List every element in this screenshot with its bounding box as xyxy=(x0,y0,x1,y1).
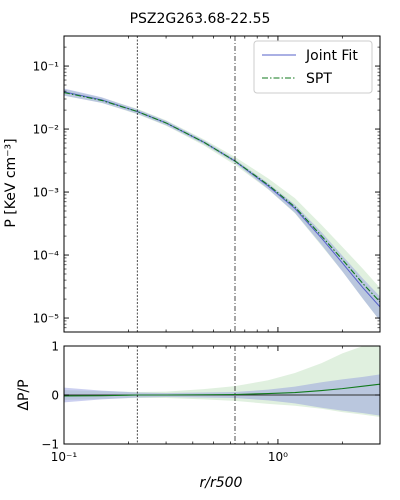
top-joint-band xyxy=(64,88,380,321)
x-tick-label-0: 10⁻¹ xyxy=(51,450,78,464)
legend-joint-label: Joint Fit xyxy=(305,48,358,64)
top-spt-band xyxy=(64,89,380,321)
top-plot-area xyxy=(64,36,380,332)
legend: Joint Fit SPT xyxy=(253,40,373,94)
bottom-y-tick-label-0: −1 xyxy=(41,438,59,452)
top-y-axis-label: P [KeV cm⁻³] xyxy=(3,138,19,227)
top-frame xyxy=(63,35,381,333)
top-spt-line xyxy=(64,91,380,303)
bottom-y-tick-label-1: 0 xyxy=(51,389,59,403)
bottom-y-tick-label-2: 1 xyxy=(51,340,59,354)
bottom-panel: −1 0 1 10⁻¹ 10⁰ xyxy=(41,340,381,464)
bottom-plot-area xyxy=(64,346,380,444)
x-tick-label-1: 10⁰ xyxy=(268,450,288,464)
bottom-y-axis-label: ΔP/P xyxy=(16,379,32,410)
legend-spt-label: SPT xyxy=(306,71,332,87)
top-joint-line xyxy=(64,91,380,308)
x-axis-label: r/r500 xyxy=(200,475,243,491)
top-y-tick-label-4: 10⁻¹ xyxy=(33,60,60,74)
top-panel: 10⁻⁵ 10⁻⁴ 10⁻³ 10⁻² 10⁻¹ xyxy=(33,35,381,333)
top-y-tick-label-2: 10⁻³ xyxy=(33,186,60,200)
top-y-tick-label-0: 10⁻⁵ xyxy=(33,312,60,326)
legend-box xyxy=(253,40,373,94)
top-y-tick-label-3: 10⁻² xyxy=(33,123,60,137)
bottom-spt-line xyxy=(64,383,380,397)
bottom-spt-band xyxy=(64,346,380,418)
top-y-tick-label-1: 10⁻⁴ xyxy=(33,249,60,263)
chart-title: PSZ2G263.68-22.55 xyxy=(130,11,271,27)
